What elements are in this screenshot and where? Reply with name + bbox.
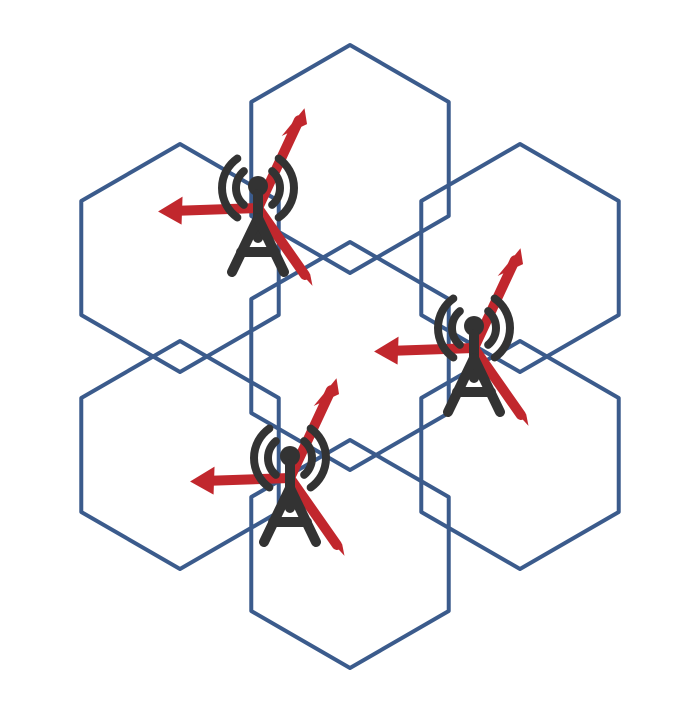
base-station-0 <box>158 108 312 286</box>
hex-cell-5 <box>81 341 278 569</box>
cellular-diagram <box>0 0 700 713</box>
tower-icon <box>254 429 326 542</box>
hex-cell-3 <box>421 341 618 569</box>
hex-cell-6 <box>81 144 278 372</box>
arrow-head <box>190 467 214 495</box>
base-station-2 <box>190 378 344 556</box>
base-station-1 <box>374 248 528 426</box>
hex-cell-0 <box>251 242 448 470</box>
hex-grid <box>81 45 618 668</box>
arrow-head <box>374 337 398 365</box>
towers <box>158 108 528 556</box>
arrow-head <box>158 197 182 225</box>
